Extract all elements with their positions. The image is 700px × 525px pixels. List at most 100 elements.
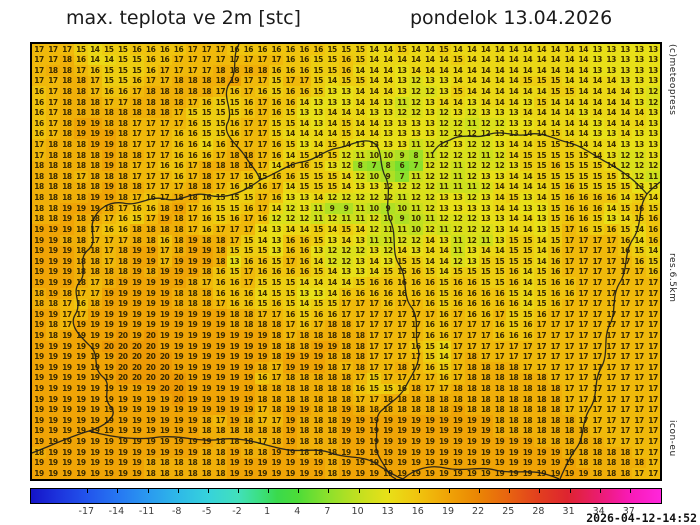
grid-cell: 16	[269, 65, 284, 76]
grid-cell: 19	[366, 457, 381, 469]
grid-cell: 16	[199, 213, 214, 225]
grid-cell: 19	[436, 415, 451, 426]
grid-cell: 17	[534, 319, 549, 331]
grid-cell: 12	[422, 203, 437, 214]
grid-cell: 16	[548, 245, 563, 257]
grid-cell: 19	[185, 351, 200, 363]
grid-cell: 17	[129, 160, 144, 172]
grid-cell: 13	[422, 107, 437, 119]
grid-cell: 18	[101, 171, 116, 182]
grid-cell: 13	[436, 86, 451, 98]
grid-cell: 19	[394, 415, 409, 426]
grid-cell: 13	[283, 192, 298, 204]
grid-cell: 19	[408, 415, 423, 426]
grid-cell: 17	[255, 150, 270, 161]
grid-cell: 19	[450, 468, 465, 479]
grid-cell: 19	[73, 128, 88, 140]
grid-cell: 16	[255, 86, 270, 98]
grid-cell: 15	[311, 54, 326, 66]
grid-cell: 17	[129, 128, 144, 140]
grid-cell: 19	[297, 351, 312, 363]
grid-cell: 15	[534, 97, 549, 108]
grid-cell: 16	[506, 330, 521, 342]
grid-cell: 13	[436, 203, 451, 214]
grid-cell: 15	[548, 139, 563, 151]
grid-cell: 19	[32, 330, 46, 342]
grid-cell: 19	[32, 372, 46, 384]
grid-cell: 18	[422, 404, 437, 416]
colorbar-tick	[358, 489, 360, 493]
grid-cell: 16	[199, 97, 214, 108]
grid-cell: 16	[227, 44, 242, 55]
grid-cell: 12	[464, 128, 479, 140]
grid-cell: 19	[115, 309, 130, 320]
grid-cell: 13	[492, 171, 507, 182]
grid-cell: 19	[45, 447, 60, 458]
grid-cell: 16	[506, 266, 521, 278]
grid-cell: 19	[87, 436, 102, 448]
grid-cell: 19	[185, 436, 200, 448]
grid-cell: 19	[45, 383, 60, 395]
grid-cell: 16	[646, 234, 660, 246]
grid-cell: 16	[269, 150, 284, 161]
grid-cell: 14	[464, 54, 479, 66]
grid-cell: 19	[32, 341, 46, 352]
grid-cell: 17	[632, 319, 647, 331]
grid-cell: 19	[422, 415, 437, 426]
colorbar-tick-label: 31	[562, 506, 575, 517]
grid-cell: 17	[618, 415, 633, 426]
grid-cell: 12	[436, 128, 451, 140]
grid-cell: 13	[227, 256, 242, 267]
grid-cell: 19	[101, 160, 116, 172]
grid-cell: 19	[45, 288, 60, 299]
grid-cell: 15	[325, 298, 340, 310]
grid-cell: 15	[590, 213, 605, 225]
grid-cell: 15	[115, 65, 130, 76]
grid-cell: 17	[157, 256, 172, 267]
grid-cell: 13	[576, 107, 591, 119]
grid-cell: 17	[618, 277, 633, 289]
grid-cell: 17	[408, 309, 423, 320]
grid-cell: 18	[394, 362, 409, 373]
grid-cell: 12	[325, 256, 340, 267]
grid-cell: 19	[339, 447, 353, 458]
grid-cell: 14	[520, 171, 535, 182]
grid-cell: 17	[576, 256, 591, 267]
grid-cell: 14	[506, 97, 521, 108]
grid-cell: 14	[366, 86, 381, 98]
grid-cell: 14	[492, 181, 507, 193]
grid-cell: 12	[464, 192, 479, 204]
grid-cell: 15	[576, 150, 591, 161]
grid-cell: 18	[32, 447, 46, 458]
grid-cell: 15	[632, 213, 647, 225]
grid-cell: 11	[380, 224, 395, 235]
grid-cell: 19	[311, 362, 326, 373]
grid-cell: 17	[632, 277, 647, 289]
grid-cell: 17	[283, 330, 298, 342]
grid-cell: 18	[297, 394, 312, 405]
grid-cell: 19	[87, 128, 102, 140]
grid-cell: 18	[241, 65, 256, 76]
grid-cell: 17	[45, 75, 60, 87]
grid-cell: 18	[325, 436, 340, 448]
grid-cell: 14	[283, 224, 298, 235]
grid-cell: 17	[590, 415, 605, 426]
grid-cell: 12	[618, 150, 633, 161]
grid-cell: 17	[646, 468, 660, 479]
grid-cell: 13	[632, 128, 647, 140]
grid-cell: 14	[380, 75, 395, 87]
grid-cell: 18	[339, 341, 353, 352]
grid-cell: 17	[394, 341, 409, 352]
grid-cell: 18	[297, 341, 312, 352]
grid-cell: 17	[143, 139, 158, 151]
grid-cell: 16	[548, 266, 563, 278]
grid-cell: 13	[311, 97, 326, 108]
grid-cell: 13	[380, 139, 395, 151]
grid-cell: 12	[325, 192, 340, 204]
grid-cell: 18	[213, 75, 228, 87]
grid-cell: 17	[520, 362, 535, 373]
grid-cell: 14	[548, 97, 563, 108]
grid-cell: 16	[32, 107, 46, 119]
grid-cell: 18	[45, 192, 60, 204]
grid-cell: 19	[436, 425, 451, 437]
